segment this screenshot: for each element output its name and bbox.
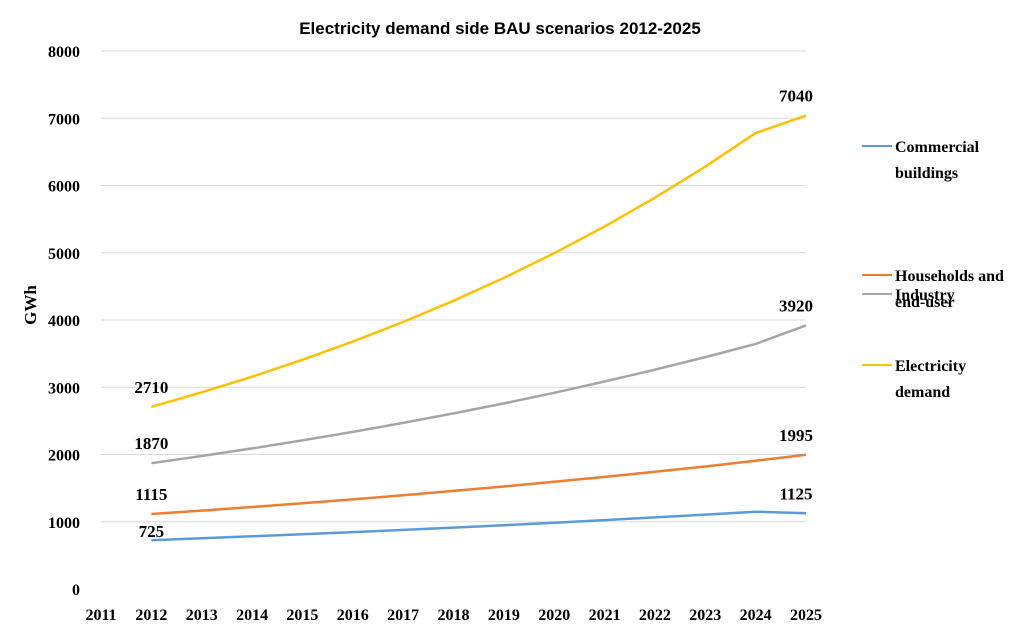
- legend-label: Electricity: [895, 358, 966, 375]
- x-tick-label: 2013: [186, 607, 218, 624]
- y-tick-label: 0: [72, 582, 80, 599]
- data-label: 1125: [779, 484, 812, 503]
- data-label: 1115: [135, 485, 167, 504]
- y-axis-ticks: 0 1000 2000 3000 4000 5000 6000 7000 8000: [48, 44, 80, 599]
- series-line-industry: [151, 324, 807, 465]
- x-tick-label: 2014: [236, 607, 268, 624]
- x-tick-label: 2022: [639, 607, 671, 624]
- series-line-households-and-end-user: [151, 453, 807, 516]
- legend-label: Industry: [895, 287, 955, 304]
- x-tick-label: 2023: [689, 607, 721, 624]
- y-tick-label: 5000: [48, 246, 80, 263]
- x-axis-ticks: 2011 2012 2013 2014 2015 2016 2017 2018 2019 2020…: [85, 607, 822, 624]
- y-tick-label: 4000: [48, 313, 80, 330]
- legend-label: Commercial: [895, 139, 980, 156]
- y-tick-label: 6000: [48, 179, 80, 196]
- x-tick-label: 2018: [438, 607, 470, 624]
- legend: Commercial buildings Households and end-use…: [862, 139, 1004, 401]
- legend-label: demand: [895, 384, 950, 401]
- data-labels: 725 1125 1115 1995 1870 3920 2710 7040: [134, 87, 813, 542]
- x-tick-label: 2012: [135, 607, 167, 624]
- legend-label: end-user: [895, 294, 955, 311]
- y-tick-label: 3000: [48, 380, 80, 397]
- series-line-electricity-demand: [151, 114, 807, 409]
- series-line-commercial-buildings: [151, 510, 807, 542]
- x-tick-label: 2011: [85, 607, 116, 624]
- data-label: 1870: [134, 434, 168, 453]
- x-tick-label: 2025: [790, 607, 822, 624]
- x-tick-label: 2016: [337, 607, 369, 624]
- y-tick-label: 1000: [48, 515, 80, 532]
- legend-label: Households and: [895, 268, 1004, 285]
- series-lines: [151, 114, 807, 542]
- data-label: 725: [139, 522, 165, 541]
- y-tick-label: 7000: [48, 111, 80, 128]
- x-tick-label: 2015: [286, 607, 318, 624]
- y-tick-label: 8000: [48, 44, 80, 61]
- chart-title: Electricity demand side BAU scenarios 20…: [299, 19, 701, 38]
- x-tick-label: 2017: [387, 607, 419, 624]
- legend-label: buildings: [895, 165, 958, 182]
- x-tick-label: 2021: [589, 607, 621, 624]
- data-label: 3920: [779, 296, 813, 315]
- gridlines: [101, 50, 806, 523]
- data-label: 1995: [779, 426, 813, 445]
- x-tick-label: 2020: [538, 607, 570, 624]
- x-tick-label: 2024: [740, 607, 772, 624]
- x-tick-label: 2019: [488, 607, 520, 624]
- y-axis-label: GWh: [21, 285, 40, 325]
- data-label: 2710: [134, 378, 168, 397]
- y-tick-label: 2000: [48, 448, 80, 465]
- data-label: 7040: [779, 87, 813, 106]
